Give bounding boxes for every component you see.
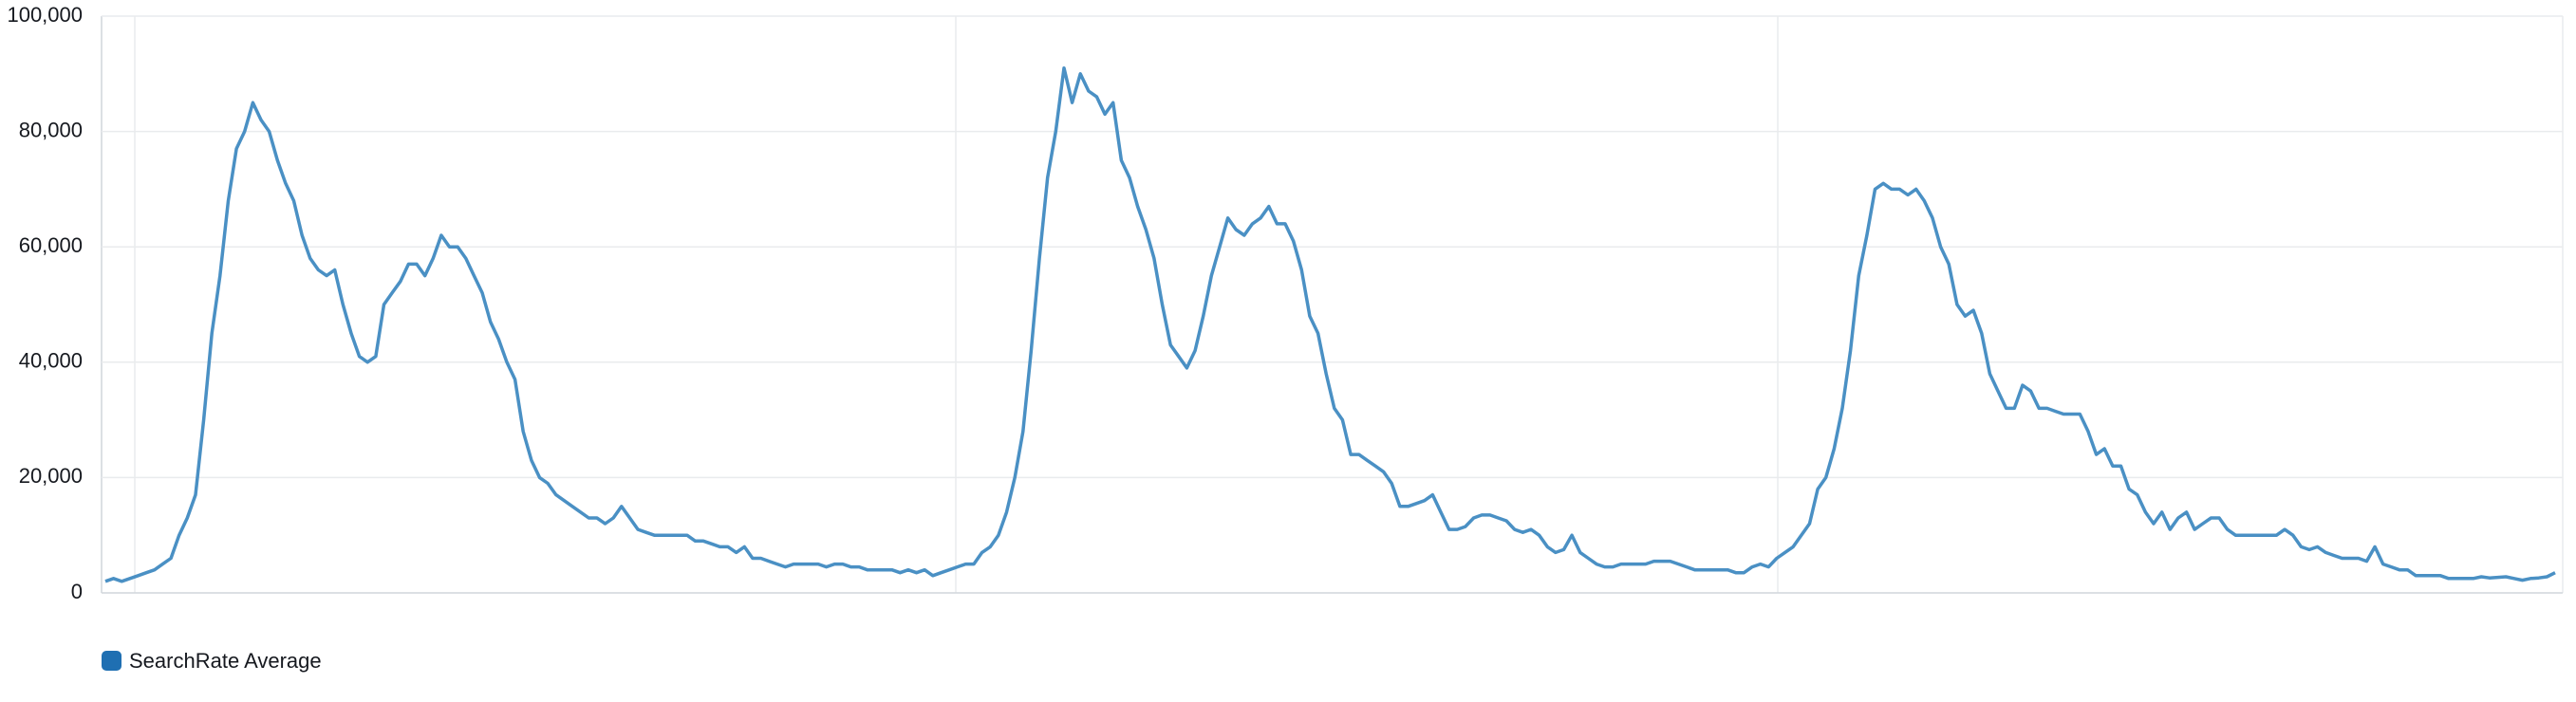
y-tick-label: 20,000 [19,464,83,488]
legend-swatch [102,651,121,671]
y-tick-label: 60,000 [19,233,83,257]
legend-label: SearchRate Average [129,649,322,673]
y-tick-label: 0 [71,580,83,603]
y-tick-label: 80,000 [19,118,83,141]
y-tick-label: 100,000 [7,3,83,27]
y-tick-label: 40,000 [19,349,83,373]
series-line [104,65,2556,583]
